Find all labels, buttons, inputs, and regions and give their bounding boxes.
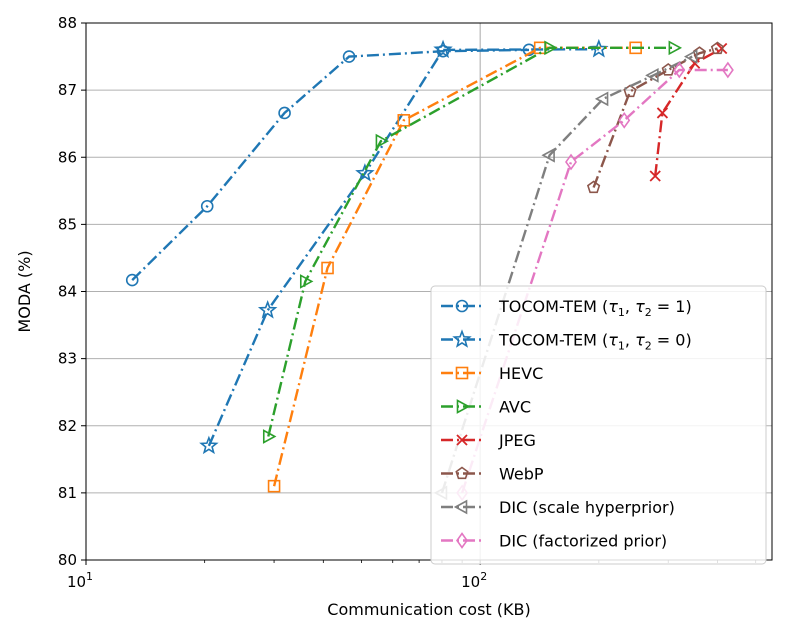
y-tick-label: 82 xyxy=(58,417,77,435)
data-point xyxy=(199,435,219,455)
data-point xyxy=(456,532,468,549)
data-point xyxy=(645,68,659,83)
data-point xyxy=(716,42,728,55)
data-point xyxy=(299,274,314,289)
legend-label: HEVC xyxy=(499,364,543,383)
data-point xyxy=(456,399,471,414)
legend-label: TOCOM-TEM (τ1, τ2 = 1) xyxy=(498,297,692,319)
legend-label: AVC xyxy=(499,398,531,417)
data-point xyxy=(257,300,278,319)
legend-label: TOCOM-TEM (τ1, τ2 = 0) xyxy=(498,331,692,353)
legend-entry: HEVC xyxy=(441,364,543,383)
series-line xyxy=(131,48,530,281)
data-point xyxy=(710,41,725,55)
data-point xyxy=(586,180,601,194)
legend-label: WebP xyxy=(499,465,544,484)
data-point xyxy=(455,299,469,313)
series-circle xyxy=(125,43,536,287)
x-tick-label: 102 xyxy=(461,570,487,591)
data-point xyxy=(721,61,734,79)
legend-box xyxy=(430,285,767,565)
data-point xyxy=(544,40,558,56)
axis-ticks: 80 81 82 83 84 85 86 87 88 101 102 xyxy=(58,14,757,591)
data-point xyxy=(278,106,291,120)
data-point xyxy=(267,479,281,493)
data-point xyxy=(455,366,469,380)
series-triangle-right xyxy=(262,40,683,444)
legend-entry: TOCOM-TEM (τ1, τ2 = 0) xyxy=(441,329,692,353)
y-axis-label: MODA (%) xyxy=(15,250,34,332)
data-point xyxy=(656,107,669,119)
data-point xyxy=(125,273,139,287)
series-line xyxy=(267,46,674,437)
legend-label: JPEG xyxy=(498,431,536,450)
data-point xyxy=(455,466,469,480)
data-point xyxy=(618,111,631,129)
series-layer xyxy=(125,38,734,502)
legend-entry: WebP xyxy=(441,465,544,484)
data-point xyxy=(342,50,356,63)
legend-entry: DIC (scale hyperprior) xyxy=(441,498,675,517)
y-tick-label: 85 xyxy=(58,215,77,233)
series-line xyxy=(460,68,728,494)
data-point xyxy=(262,429,277,444)
data-point xyxy=(541,147,555,163)
data-point xyxy=(375,133,390,149)
data-point xyxy=(649,170,661,182)
data-point xyxy=(661,62,675,76)
y-tick-label: 87 xyxy=(58,81,77,99)
series-pentagon xyxy=(586,41,725,194)
series-line xyxy=(207,48,599,447)
y-tick-label: 86 xyxy=(58,148,77,166)
data-point xyxy=(692,46,707,59)
legend-entry: AVC xyxy=(441,398,531,417)
y-tick-label: 88 xyxy=(58,14,77,32)
legend-entry: DIC (factorized prior) xyxy=(441,532,667,551)
y-tick-label: 84 xyxy=(58,283,77,301)
y-tick-label: 81 xyxy=(58,484,77,502)
series-x xyxy=(649,42,728,182)
data-point xyxy=(452,329,472,348)
series-line xyxy=(440,55,693,494)
legend-label: DIC (factorized prior) xyxy=(499,532,667,551)
data-point xyxy=(433,39,453,59)
legend-entry: TOCOM-TEM (τ1, τ2 = 1) xyxy=(441,297,692,319)
data-point xyxy=(200,199,214,213)
data-point xyxy=(321,261,334,275)
data-point xyxy=(673,61,686,79)
x-tick-label: 101 xyxy=(67,570,93,591)
series-line xyxy=(592,47,718,188)
legend-label: DIC (scale hyperprior) xyxy=(499,498,675,517)
series-line xyxy=(654,47,723,177)
x-axis-label: Communication cost (KB) xyxy=(327,600,530,619)
y-tick-label: 83 xyxy=(58,350,77,368)
data-point xyxy=(453,499,468,515)
data-point xyxy=(683,49,698,64)
data-point xyxy=(456,434,468,446)
y-tick-label: 80 xyxy=(58,551,77,569)
data-point xyxy=(355,163,375,182)
data-point xyxy=(436,44,450,58)
legend-entry: JPEG xyxy=(441,431,536,450)
data-point xyxy=(565,153,577,171)
data-point xyxy=(668,40,683,56)
data-point xyxy=(397,114,411,127)
data-point xyxy=(594,91,609,107)
legend: TOCOM-TEM (τ1, τ2 = 1) TOCOM-TEM (τ1, τ2 … xyxy=(430,285,767,565)
